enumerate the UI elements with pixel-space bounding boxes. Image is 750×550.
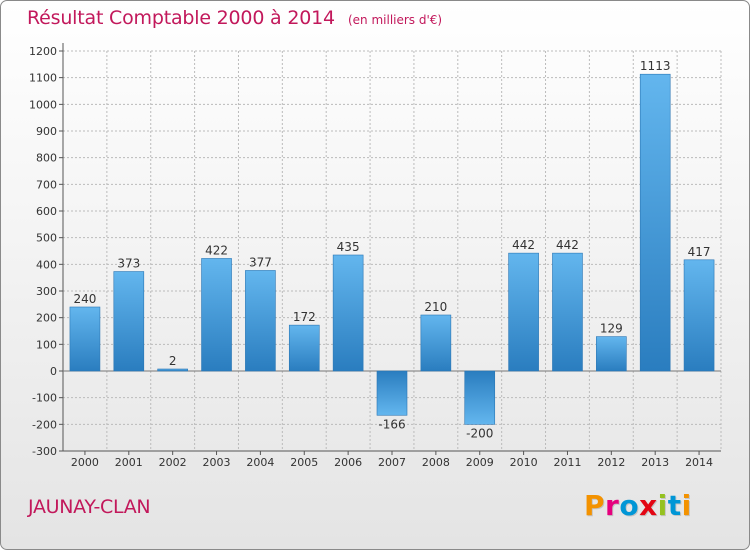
x-tick-label: 2012 xyxy=(597,456,625,469)
y-tick-label: 300 xyxy=(36,285,57,298)
labels: 240 373 2 422 377 172 435 -166 210 -200 442 442 129 1… xyxy=(73,59,710,440)
x-tick-label: 2001 xyxy=(115,456,143,469)
brand-letter: t xyxy=(667,489,682,522)
place-name: JAUNAY-CLAN xyxy=(28,496,151,518)
brand-logo[interactable]: Proxiti xyxy=(584,489,692,522)
y-tick-label: 700 xyxy=(36,178,57,191)
y-tick-label: 1100 xyxy=(29,72,57,85)
x-tick-label: 2014 xyxy=(685,456,713,469)
value-label: 373 xyxy=(117,257,140,271)
bar xyxy=(464,370,496,425)
y-tick-label: -300 xyxy=(32,445,57,458)
x-tick-label: 2007 xyxy=(378,456,406,469)
value-label: 442 xyxy=(556,238,579,252)
value-label: 422 xyxy=(205,243,228,257)
brand-letter: x xyxy=(639,489,658,522)
value-label: 417 xyxy=(688,245,711,259)
chart-title: Résultat Comptable 2000 à 2014 xyxy=(27,7,335,29)
brand-letter: r xyxy=(605,489,620,522)
bar xyxy=(683,259,715,372)
y-tick-label: 1200 xyxy=(29,45,57,58)
value-label: 1113 xyxy=(640,59,671,73)
grid-lines xyxy=(62,50,722,452)
y-tick-label: 0 xyxy=(50,365,57,378)
y-tick-label: 1000 xyxy=(29,98,57,111)
y-tick-label: 500 xyxy=(36,232,57,245)
value-label: 210 xyxy=(424,300,447,314)
value-label: 240 xyxy=(73,292,96,306)
x-tick-label: 2004 xyxy=(246,456,274,469)
axes: -300 -200 -100 0 100 200 300 400 500 600 700 800 900… xyxy=(29,43,721,469)
x-tick-label: 2010 xyxy=(510,456,538,469)
x-tick-label: 2013 xyxy=(641,456,669,469)
y-tick-label: -100 xyxy=(32,392,57,405)
bar xyxy=(639,73,671,372)
x-tick-label: 2011 xyxy=(553,456,581,469)
y-tick-label: 100 xyxy=(36,338,57,351)
y-tick-label: 400 xyxy=(36,258,57,271)
bar xyxy=(201,258,232,372)
value-label: 377 xyxy=(249,255,272,269)
brand-letter: P xyxy=(584,489,606,522)
x-tick-label: 2003 xyxy=(203,456,231,469)
value-label: 2 xyxy=(169,354,177,368)
bar xyxy=(288,324,320,372)
bar xyxy=(332,254,364,372)
y-tick-label: 900 xyxy=(36,125,57,138)
bars xyxy=(69,73,715,425)
value-label: -200 xyxy=(466,426,493,440)
bar xyxy=(157,368,188,372)
title-line: Résultat Comptable 2000 à 2014 (en milli… xyxy=(27,7,442,29)
value-label: 442 xyxy=(512,238,535,252)
x-tick-label: 2005 xyxy=(290,456,318,469)
bar xyxy=(245,270,276,372)
bar xyxy=(596,336,627,372)
brand-letter: i xyxy=(681,489,692,522)
x-tick-label: 2009 xyxy=(466,456,494,469)
bar xyxy=(69,306,101,372)
bar xyxy=(552,252,583,372)
y-tick-label: -200 xyxy=(32,418,57,431)
bar xyxy=(376,370,408,416)
value-label: 129 xyxy=(600,322,623,336)
x-tick-label: 2008 xyxy=(422,456,450,469)
value-label: -166 xyxy=(378,417,405,431)
value-label: 172 xyxy=(293,310,316,324)
bar xyxy=(420,314,452,372)
chart-subtitle: (en milliers d'€) xyxy=(347,13,443,27)
brand-letter: o xyxy=(619,489,640,522)
y-tick-label: 600 xyxy=(36,205,57,218)
x-tick-label: 2006 xyxy=(334,456,362,469)
bar xyxy=(113,271,145,372)
bar xyxy=(508,252,539,372)
x-tick-label: 2002 xyxy=(159,456,187,469)
x-tick-label: 2000 xyxy=(71,456,99,469)
y-tick-label: 800 xyxy=(36,152,57,165)
brand-letter: i xyxy=(657,489,668,522)
y-tick-label: 200 xyxy=(36,312,57,325)
value-label: 435 xyxy=(337,240,360,254)
